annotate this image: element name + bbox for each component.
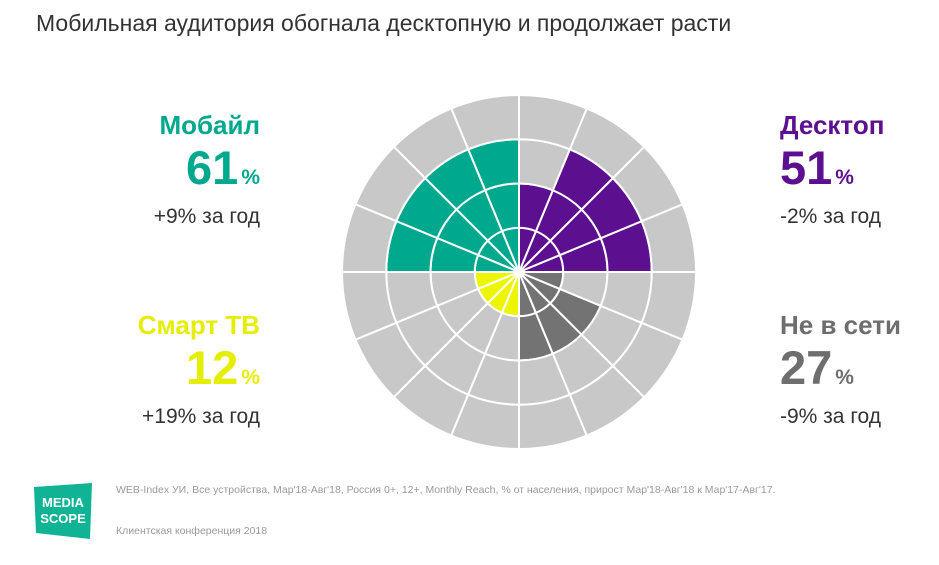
svg-text:SCOPE: SCOPE [40,511,86,526]
mobile-label: Мобайл [159,110,260,140]
offline-stat: Не в сети 27% -9% за год [780,310,939,430]
offline-number: 27 [780,341,833,394]
offline-value: 27% [780,342,939,404]
smarttv-value: 12% [0,342,260,404]
mobile-number: 61 [186,141,239,194]
desktop-label: Десктоп [780,110,885,140]
percent-sign: % [835,166,854,189]
smarttv-label: Смарт ТВ [137,310,260,340]
percent-sign: % [241,166,260,189]
mobile-stat: Мобайл 61% +9% за год [0,110,260,230]
mobile-change: +9% за год [153,205,260,228]
chart-cell-empty [640,271,698,342]
percent-sign: % [835,366,854,389]
smarttv-number: 12 [186,341,239,394]
desktop-number: 51 [780,141,833,194]
smarttv-stat: Смарт ТВ 12% +19% за год [0,310,260,430]
offline-change: -9% за год [780,405,881,428]
chart-cell-empty [518,93,589,151]
desktop-value: 51% [780,142,939,204]
svg-text:MEDIA: MEDIA [42,495,85,510]
offline-label: Не в сети [780,310,901,340]
mediascope-logo: MEDIA SCOPE [34,483,92,539]
polar-chart [340,93,698,451]
slide-title: Мобильная аудитория обогнала десктопную … [36,10,732,36]
percent-sign: % [241,366,260,389]
source-note: WEB-Index УИ, Все устройства, Мар'18-Авг… [116,484,776,496]
desktop-stat: Десктоп 51% -2% за год [780,110,939,230]
smarttv-change: +19% за год [142,405,260,428]
desktop-change: -2% за год [780,205,881,228]
event-note: Клиентская конференция 2018 [116,525,268,537]
mobile-value: 61% [0,142,260,204]
